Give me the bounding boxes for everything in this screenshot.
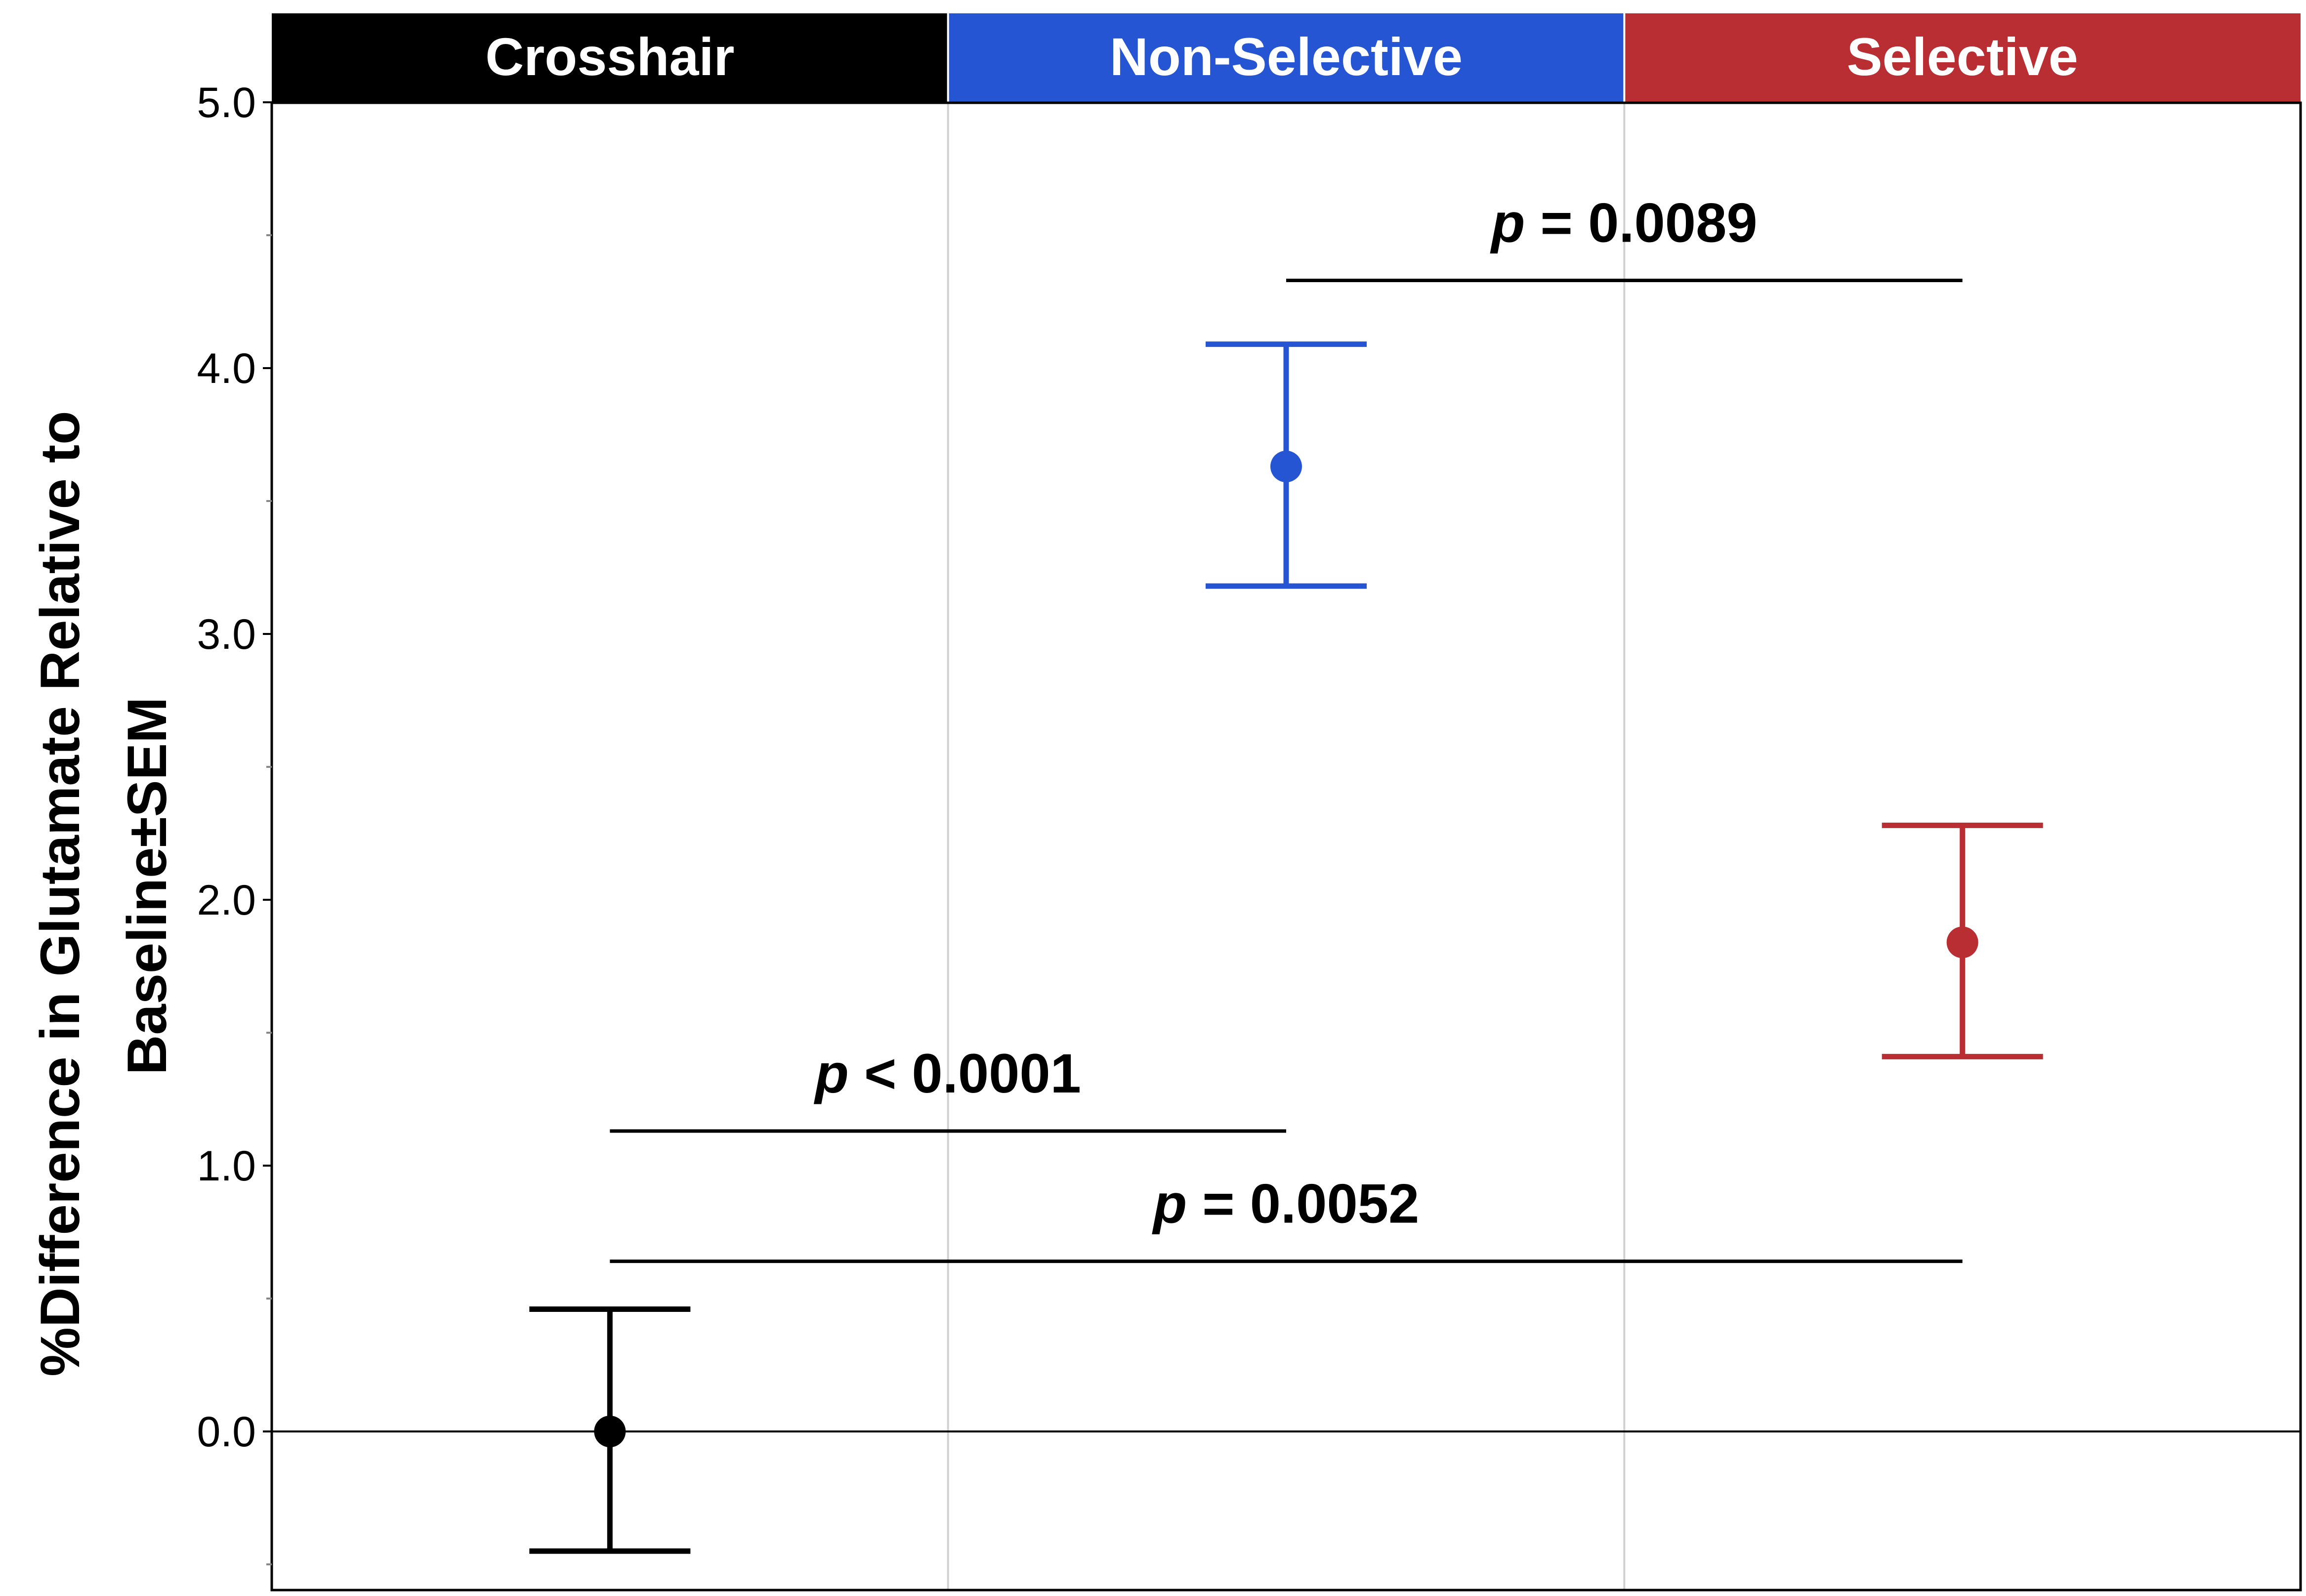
y-tick-label: 5.0 <box>197 79 256 126</box>
comparison-p-value-3: p = 0.0089 <box>1490 192 1758 253</box>
plot-frame <box>270 101 2302 1592</box>
panel-header-label-2: Non-Selective <box>1110 27 1463 86</box>
panel-header-2 <box>948 13 1625 103</box>
y-axis-label-line-1: %Difference in Glutamate Relative to <box>29 411 91 1376</box>
y-axis-label: %Difference in Glutamate Relative to Bas… <box>29 395 178 1376</box>
panel-headers: Crosshair Non-Selective Selective <box>272 13 2301 103</box>
error-bar-crosshair <box>529 1306 691 1554</box>
mean-point <box>1270 451 1302 483</box>
comparison-p-value-1: p < 0.0001 <box>813 1043 1081 1104</box>
mean-point <box>1946 926 1978 959</box>
y-tick-label: 2.0 <box>197 877 256 924</box>
panel-header-1 <box>272 13 948 103</box>
panel-header-3 <box>1624 13 2301 103</box>
error-bar-non-selective <box>1206 341 1367 589</box>
panel-header-label-3: Selective <box>1846 27 2078 86</box>
significance-comparisons: p < 0.0001 p = 0.0052 p = 0.0089 <box>610 192 1963 1263</box>
data-points <box>529 341 2043 1554</box>
comparison-p-value-2: p = 0.0052 <box>1152 1173 1420 1235</box>
mean-point <box>594 1416 626 1447</box>
panel-header-label-1: Crosshair <box>485 27 734 86</box>
y-axis-label-line-2: Baseline±SEM <box>116 697 178 1075</box>
y-axis: 0.0 1.0 2.0 3.0 4.0 5.0 <box>197 79 272 1565</box>
panel-dividers <box>947 103 1626 1590</box>
y-tick-label: 3.0 <box>197 611 256 658</box>
y-tick-label: 1.0 <box>197 1142 256 1190</box>
y-tick-label: 0.0 <box>197 1408 256 1456</box>
y-tick-label: 4.0 <box>197 345 256 392</box>
error-bar-selective <box>1882 822 2043 1059</box>
